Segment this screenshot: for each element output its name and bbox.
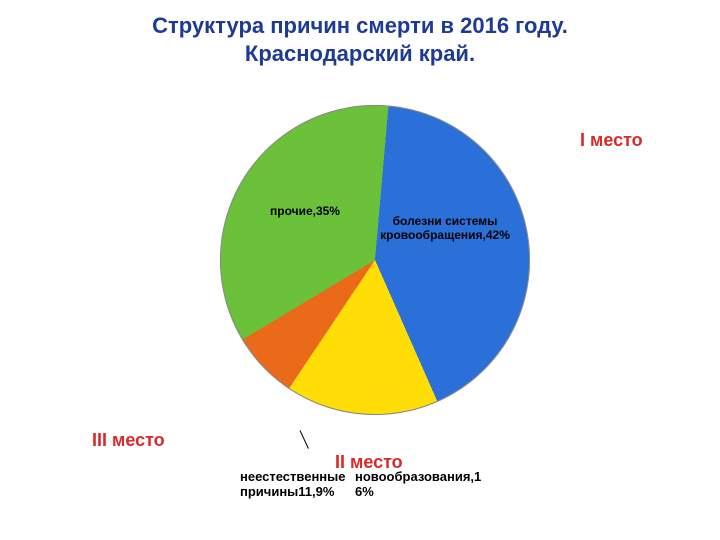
bottom-label-unnatural-l2: причины11,9% (240, 484, 334, 499)
slice-label-circulatory: болезни системы кровообращения,42% (375, 215, 515, 243)
bottom-label-neoplasms-l1: новообразования,1 (355, 469, 481, 484)
rank-third-text: III место (92, 430, 165, 450)
leader-line (300, 430, 309, 449)
slice-label-circulatory-text: болезни системы кровообращения,42% (380, 214, 510, 242)
rank-third: III место (92, 430, 165, 451)
bottom-label-neoplasms-l2: 6% (355, 484, 374, 499)
slice-label-other-text: прочие,35% (270, 204, 340, 218)
rank-first: I место (580, 130, 643, 151)
pie-chart: болезни системы кровообращения,42% прочи… (220, 105, 530, 415)
slice-label-other: прочие,35% (250, 205, 360, 219)
rank-first-text: I место (580, 130, 643, 150)
chart-title-line2: Краснодарский край. (245, 41, 475, 66)
bottom-label-unnatural: неестественные причины11,9% (240, 470, 345, 500)
bottom-label-unnatural-l1: неестественные (240, 469, 345, 484)
pie-body (220, 105, 530, 415)
bottom-label-neoplasms: новообразования,1 6% (355, 470, 481, 500)
chart-title-line1: Структура причин смерти в 2016 году. (152, 13, 568, 38)
chart-title: Структура причин смерти в 2016 году. Кра… (0, 12, 720, 67)
